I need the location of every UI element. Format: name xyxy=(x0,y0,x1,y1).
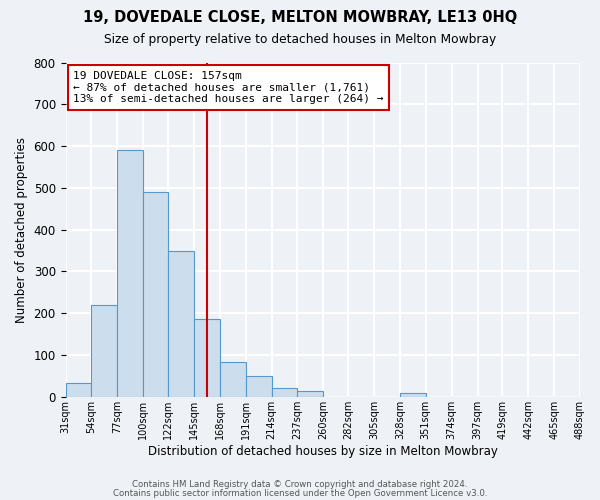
Bar xyxy=(168,250,194,397)
Bar xyxy=(143,192,168,397)
Bar xyxy=(118,150,143,397)
Text: Size of property relative to detached houses in Melton Mowbray: Size of property relative to detached ho… xyxy=(104,32,496,46)
Text: 19, DOVEDALE CLOSE, MELTON MOWBRAY, LE13 0HQ: 19, DOVEDALE CLOSE, MELTON MOWBRAY, LE13… xyxy=(83,10,517,25)
Bar xyxy=(298,392,323,397)
Bar xyxy=(272,388,298,397)
Bar xyxy=(400,394,426,397)
Bar xyxy=(220,362,245,397)
X-axis label: Distribution of detached houses by size in Melton Mowbray: Distribution of detached houses by size … xyxy=(148,444,498,458)
Y-axis label: Number of detached properties: Number of detached properties xyxy=(15,136,28,322)
Text: 19 DOVEDALE CLOSE: 157sqm
← 87% of detached houses are smaller (1,761)
13% of se: 19 DOVEDALE CLOSE: 157sqm ← 87% of detac… xyxy=(73,71,384,104)
Bar xyxy=(194,320,220,397)
Bar xyxy=(91,305,118,397)
Text: Contains HM Land Registry data © Crown copyright and database right 2024.: Contains HM Land Registry data © Crown c… xyxy=(132,480,468,489)
Bar xyxy=(245,376,272,397)
Bar xyxy=(65,383,91,397)
Text: Contains public sector information licensed under the Open Government Licence v3: Contains public sector information licen… xyxy=(113,489,487,498)
